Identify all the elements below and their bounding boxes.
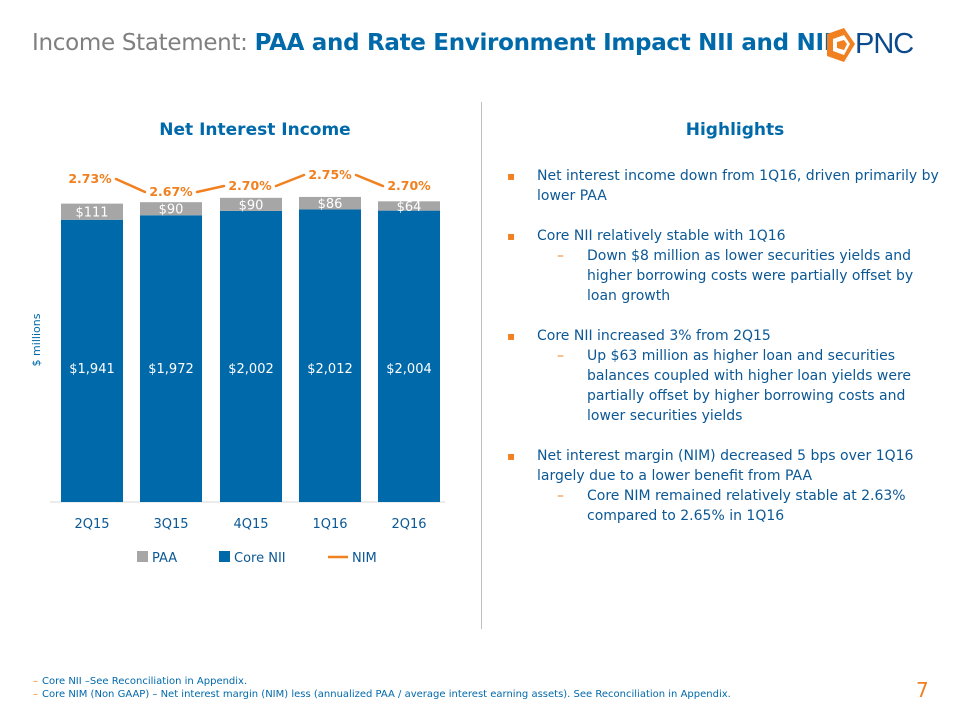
highlights-list: Net interest income down from 1Q16, driv… <box>507 166 947 526</box>
list-spacer <box>507 426 947 446</box>
paa-data-label: $90 <box>239 198 264 213</box>
nim-line-segment <box>354 173 385 188</box>
nim-line-segment <box>195 184 226 194</box>
footnote-2: – Core NIM (Non GAAP) – Net interest marg… <box>33 688 731 701</box>
core-nii-bar <box>378 210 440 502</box>
title-main: PAA and Rate Environment Impact NII and … <box>254 30 847 56</box>
footnote-text: Core NII –See Reconciliation in Appendix… <box>42 676 248 687</box>
x-tick-label: 4Q15 <box>233 517 268 532</box>
y-axis-label: $ millions <box>30 313 43 366</box>
core-nii-data-label: $2,004 <box>386 362 432 377</box>
footnote-dash: – <box>33 689 38 700</box>
bullet-text: Net interest margin (NIM) decreased 5 bp… <box>537 448 914 484</box>
paa-bar <box>299 196 361 210</box>
core-nii-bar <box>220 210 282 503</box>
list-spacer <box>507 206 947 226</box>
footnote-1: – Core NII –See Reconciliation in Appendi… <box>33 675 731 688</box>
highlight-bullet: Core NII relatively stable with 1Q16 <box>507 226 947 246</box>
paa-data-label: $111 <box>75 206 108 221</box>
highlights-title: Highlights <box>685 120 785 140</box>
highlight-bullet: Net interest income down from 1Q16, driv… <box>507 166 947 206</box>
bullet-text: Core NII increased 3% from 2Q15 <box>537 328 771 344</box>
core-nii-bar <box>299 209 361 502</box>
x-tick-label: 2Q15 <box>74 517 109 532</box>
nim-line-segment <box>274 173 306 188</box>
paa-data-label: $90 <box>159 203 184 218</box>
chart-title: Net Interest Income <box>159 120 351 140</box>
nim-data-label: 2.73% <box>68 171 112 186</box>
bullet-text: Net interest income down from 1Q16, driv… <box>537 168 939 204</box>
x-tick-label: 3Q15 <box>153 517 188 532</box>
bullet-text: Core NII relatively stable with 1Q16 <box>537 228 786 244</box>
legend-label: NIM <box>352 551 377 566</box>
paa-bar <box>220 197 282 211</box>
legend-swatch-paa <box>137 551 148 562</box>
paa-bar <box>61 203 123 220</box>
column-divider <box>481 102 482 629</box>
footnote-dash: – <box>33 676 38 687</box>
paa-bar <box>378 201 440 211</box>
legend-swatch-core-nii <box>219 551 230 562</box>
title-prefix: Income Statement: <box>32 30 255 56</box>
nim-data-label: 2.67% <box>149 184 193 199</box>
highlight-bullet: Net interest margin (NIM) decreased 5 bp… <box>507 446 947 486</box>
core-nii-bar <box>61 219 123 502</box>
sub-bullet-dash: – <box>557 348 564 364</box>
list-spacer <box>507 306 947 326</box>
page-number: 7 <box>916 678 929 702</box>
core-nii-data-label: $2,012 <box>307 362 353 377</box>
legend-label: Core NII <box>234 551 286 566</box>
sub-bullet-dash: – <box>557 488 564 504</box>
legend-label: PAA <box>152 551 177 566</box>
bullet-text: Up $63 million as higher loan and securi… <box>587 348 912 424</box>
pnc-logo <box>824 26 934 66</box>
pnc-logo-mark-icon <box>827 28 855 62</box>
paa-data-label: $64 <box>397 200 422 215</box>
highlight-sub-bullet: – Down $8 million as lower securities yie… <box>507 246 947 306</box>
bullet-text: Down $8 million as lower securities yiel… <box>587 248 914 304</box>
highlight-sub-bullet: – Core NIM remained relatively stable at … <box>507 486 947 526</box>
x-tick-label: 2Q16 <box>391 517 426 532</box>
paa-data-label: $86 <box>318 197 343 212</box>
highlight-sub-bullet: – Up $63 million as higher loan and secur… <box>507 346 947 426</box>
paa-bar <box>140 202 202 216</box>
page-title: Income Statement: PAA and Rate Environme… <box>32 30 847 56</box>
pnc-logo-text: PNC <box>855 28 914 60</box>
nim-data-label: 2.70% <box>387 178 431 193</box>
core-nii-bar <box>140 215 202 503</box>
sub-bullet-dash: – <box>557 248 564 264</box>
core-nii-data-label: $2,002 <box>228 362 274 377</box>
nim-line-segment <box>114 177 147 194</box>
core-nii-data-label: $1,972 <box>148 362 194 377</box>
footnote-text: Core NIM (Non GAAP) – Net interest margi… <box>42 689 731 700</box>
nim-data-label: 2.70% <box>228 178 272 193</box>
highlight-bullet: Core NII increased 3% from 2Q15 <box>507 326 947 346</box>
x-tick-label: 1Q16 <box>312 517 347 532</box>
net-interest-income-chart: $ millions $111 $1,941 2Q15 $90 $1,972 3Q15 $90… <box>30 167 445 566</box>
footnotes: – Core NII –See Reconciliation in Appendi… <box>33 675 731 701</box>
core-nii-data-label: $1,941 <box>69 362 115 377</box>
bullet-text: Core NIM remained relatively stable at 2… <box>587 488 906 524</box>
nim-data-label: 2.75% <box>308 167 352 182</box>
